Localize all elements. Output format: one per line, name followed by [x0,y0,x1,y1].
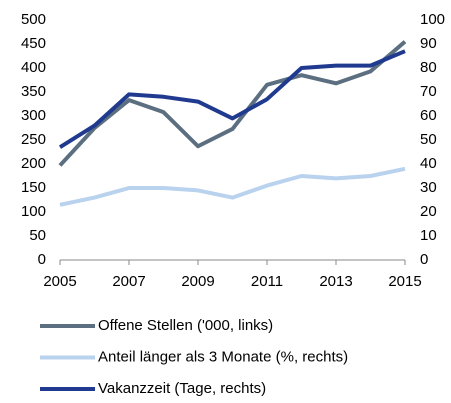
y-tick-label: 500 [21,11,46,28]
y-tick-label: 450 [21,35,46,52]
y2-tick-label: 10 [420,227,437,244]
x-tick-label: 2015 [388,273,421,290]
y-tick-label: 200 [21,155,46,172]
x-tick-label: 2005 [43,273,76,290]
y-tick-label: 400 [21,59,46,76]
x-tick-label: 2009 [181,273,214,290]
x-tick-label: 2007 [112,273,145,290]
y2-tick-label: 70 [420,83,437,100]
y2-tick-label: 30 [420,179,437,196]
y2-tick-label: 0 [420,251,428,268]
y2-tick-label: 90 [420,35,437,52]
y-tick-label: 0 [38,251,46,268]
x-tick-label: 2011 [251,273,283,290]
y-tick-label: 250 [21,131,46,148]
y-tick-label: 100 [21,203,46,220]
y2-tick-label: 80 [420,59,437,76]
y-tick-label: 150 [21,179,46,196]
series-line [58,40,407,167]
y2-tick-label: 40 [420,155,437,172]
x-tick-label: 2013 [319,273,352,290]
legend-label: Anteil länger als 3 Monate (%, rechts) [98,348,348,365]
series-line [58,49,406,149]
y2-tick-label: 60 [420,107,437,124]
y2-tick-label: 100 [420,11,445,28]
y2-tick-label: 20 [420,203,437,220]
legend-label: Offene Stellen ('000, links) [98,317,273,334]
legend-label: Vakanzzeit (Tage, rechts) [98,380,266,397]
y-tick-label: 350 [21,83,46,100]
series-line [59,166,406,207]
y-tick-label: 300 [21,107,46,124]
y2-tick-label: 50 [420,131,437,148]
y-tick-label: 50 [29,227,46,244]
